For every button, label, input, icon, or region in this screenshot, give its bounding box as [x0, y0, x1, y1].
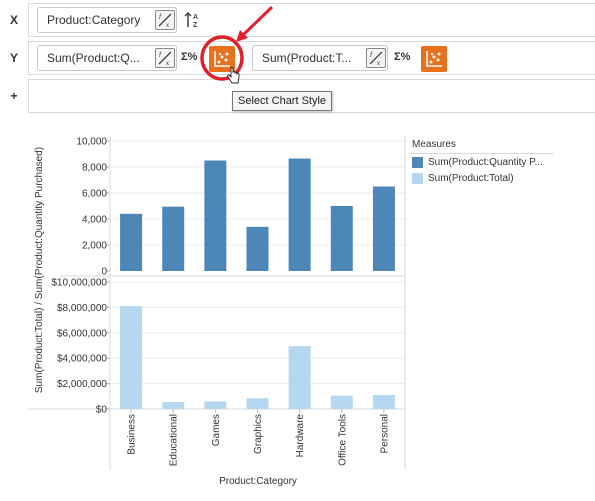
svg-text:x: x [377, 61, 380, 67]
svg-text:x: x [166, 61, 169, 67]
legend-label-total: Sum(Product:Total) [428, 173, 514, 184]
highlight-arrow-line [240, 5, 274, 38]
y-pill-quantity[interactable]: Sum(Product:Q... [37, 45, 177, 71]
bar[interactable] [330, 395, 353, 409]
legend-title: Measures [409, 137, 554, 154]
y-axis-label: Sum(Product:Total) / Sum(Product:Quantit… [34, 147, 45, 393]
legend-swatch-total [412, 173, 423, 184]
y-tick-label: 2,000 [82, 241, 107, 252]
y-pill1-aggregate-icon[interactable]: Σ% [181, 51, 198, 63]
legend-swatch-quantity [412, 157, 423, 168]
svg-text:x: x [166, 23, 169, 29]
bar[interactable] [372, 186, 395, 272]
bar[interactable] [120, 213, 143, 271]
bar[interactable] [288, 158, 311, 271]
y-shelf-letter: Y [9, 51, 18, 65]
chart-grid [110, 140, 405, 385]
y-tick-label: $10,000,000 [51, 278, 107, 289]
chart-bars [120, 158, 395, 409]
x-pill-category[interactable]: Product:Category [37, 7, 177, 33]
y-tick-label: 4,000 [82, 215, 107, 226]
legend-item-quantity[interactable]: Sum(Product:Quantity P... [409, 154, 554, 170]
y-pill-total[interactable]: Sum(Product:T... [252, 45, 388, 71]
svg-text:f: f [159, 52, 162, 59]
bar[interactable] [204, 401, 227, 409]
legend-item-total[interactable]: Sum(Product:Total) [409, 170, 554, 186]
x-tick-label: Personal [379, 414, 390, 453]
chart-category-labels: Business Educational Games Graphics Hardware… [127, 409, 390, 466]
bar[interactable] [246, 398, 269, 409]
tooltip-select-chart-style: Select Chart Style [232, 91, 333, 111]
x-tick-label: Hardware [295, 414, 306, 458]
x-tick-label: Games [211, 414, 222, 446]
chart-style-button-total[interactable] [421, 46, 447, 72]
x-tick-label: Office Tools [337, 414, 348, 466]
y-tick-label: $8,000,000 [57, 303, 107, 314]
chart-style-button-quantity[interactable] [209, 46, 235, 72]
y-tick-label: 0 [101, 267, 107, 278]
legend: Measures Sum(Product:Quantity P... Sum(P… [409, 137, 554, 186]
bar[interactable] [120, 306, 143, 409]
legend-label-quantity: Sum(Product:Quantity P... [428, 157, 543, 168]
y-tick-label: 6,000 [82, 189, 107, 200]
add-shelf-letter: + [10, 89, 18, 103]
y-tick-label: 8,000 [82, 163, 107, 174]
svg-text:f: f [370, 52, 373, 59]
bar[interactable] [162, 206, 185, 271]
bar[interactable] [372, 395, 395, 409]
svg-text:f: f [159, 14, 162, 21]
y-pill2-aggregate-icon[interactable]: Σ% [394, 51, 411, 63]
y-tick-label: $4,000,000 [57, 354, 107, 365]
y-tick-label: $2,000,000 [57, 379, 107, 390]
y-tick-label: $6,000,000 [57, 328, 107, 339]
x-tick-label: Business [127, 414, 138, 455]
svg-text:Z: Z [193, 22, 198, 29]
svg-text:A: A [193, 14, 198, 21]
x-shelf-letter: X [9, 13, 18, 27]
y-tick-label: 10,000 [76, 137, 107, 148]
chart-ticks: 0 2,000 4,000 6,000 8,000 10,000 $0 $2,000,000 $… [51, 137, 110, 416]
x-tick-label: Educational [169, 414, 180, 466]
highlight-annotation [200, 5, 274, 81]
highlight-circle [200, 35, 244, 81]
bar[interactable] [204, 160, 227, 272]
highlight-arrow-head [236, 30, 248, 42]
bar[interactable] [288, 346, 311, 409]
x-tick-label: Graphics [253, 414, 264, 454]
bar[interactable] [162, 402, 185, 409]
bar[interactable] [330, 206, 353, 271]
bar[interactable] [246, 226, 269, 271]
hand-cursor-icon [226, 66, 242, 86]
x-axis-label: Product:Category [219, 476, 297, 487]
y-tick-label: $0 [96, 405, 108, 416]
